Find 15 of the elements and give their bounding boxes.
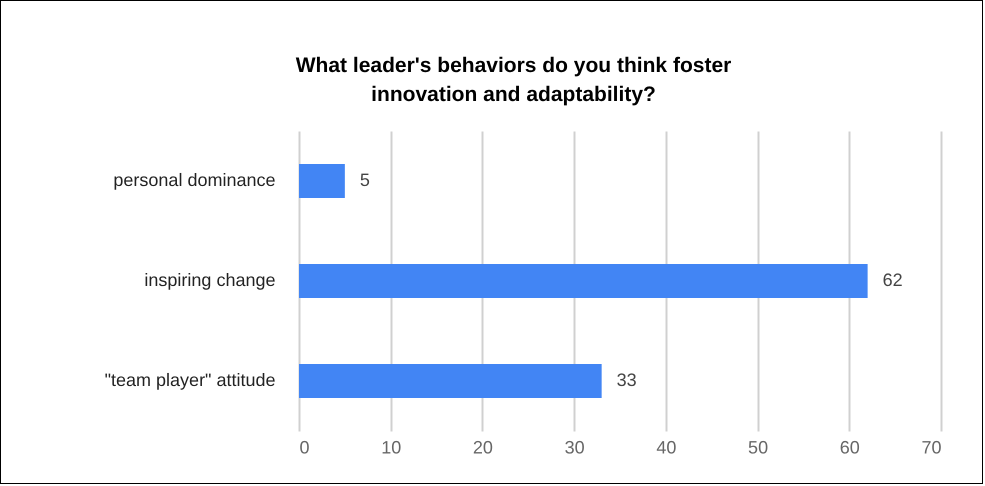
chart-title: What leader's behaviors do you think foster innovation and adaptability? <box>296 54 732 106</box>
x-tick-label: 50 <box>748 438 768 458</box>
data-label: 33 <box>616 370 637 390</box>
x-tick-label: 40 <box>656 438 676 458</box>
data-label: 5 <box>360 170 370 190</box>
y-tick-label: "team player" attitude <box>104 370 276 390</box>
x-tick-label: 20 <box>472 438 493 458</box>
x-tick-label: 70 <box>921 438 942 458</box>
x-tick-label: 0 <box>300 438 310 458</box>
x-tick-label: 30 <box>564 438 585 458</box>
data-label: 62 <box>882 270 903 290</box>
x-tick-label: 10 <box>381 438 402 458</box>
x-tick-label: 60 <box>840 438 860 458</box>
y-tick-label: inspiring change <box>144 270 276 290</box>
y-tick-label: personal dominance <box>113 170 276 190</box>
